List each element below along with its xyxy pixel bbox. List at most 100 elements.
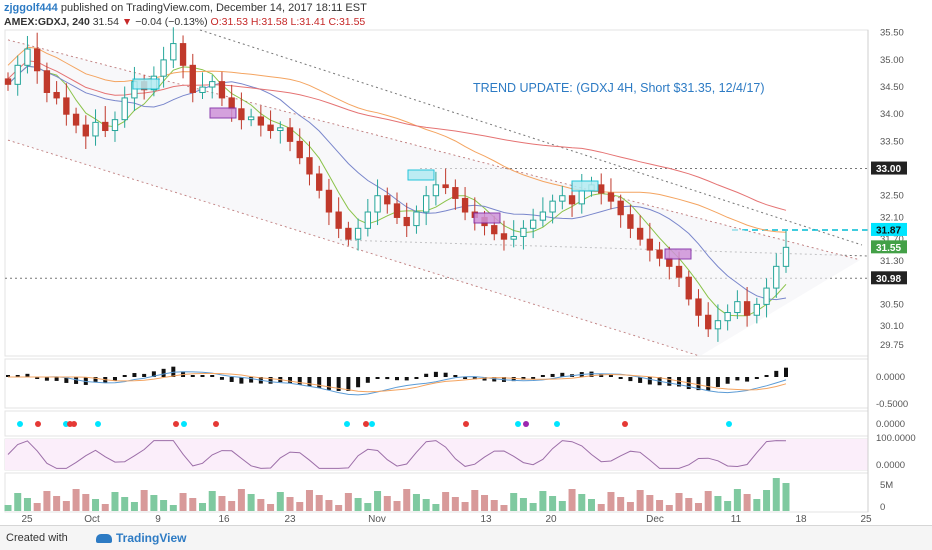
chart-header: zjggolf444 published on TradingView.com,…: [0, 0, 932, 30]
time-tick-label: 25: [21, 514, 33, 525]
macd-bar: [550, 373, 555, 377]
price-chart[interactable]: TREND UPDATE: (GDXJ 4H, Short $31.35, 12…: [0, 0, 932, 525]
macd-bar: [356, 377, 361, 388]
volume-bar-down: [267, 504, 275, 511]
macd-bar: [249, 377, 254, 383]
volume-bar-down: [335, 505, 343, 511]
cyan-signal-dot: [369, 421, 375, 427]
price-tick-label: 33.50: [880, 136, 904, 147]
red-signal-dot: [71, 421, 77, 427]
volume-bar-up: [558, 501, 566, 511]
volume-bar-down: [325, 500, 333, 511]
cyan-signal-dot: [554, 421, 560, 427]
macd-bar: [288, 377, 293, 384]
macd-bar: [307, 377, 312, 387]
volume-bar-down: [257, 499, 265, 511]
time-tick-label: 23: [284, 514, 296, 525]
volume-bar-up: [247, 494, 255, 511]
candle-down: [384, 195, 391, 205]
price-marker: [871, 271, 907, 285]
candle-down: [568, 195, 576, 205]
macd-bar: [628, 377, 633, 382]
candle-down: [218, 81, 226, 99]
tradingview-brand[interactable]: TradingView: [96, 531, 186, 545]
macd-bar: [531, 377, 536, 379]
candle-up: [753, 303, 760, 316]
candle-down: [403, 216, 410, 227]
volume-bar-down: [72, 489, 80, 511]
macd-bar: [589, 371, 594, 377]
macd-bar: [83, 377, 88, 385]
time-tick-label: 20: [545, 514, 557, 525]
author-name[interactable]: zjggolf444: [4, 2, 58, 14]
candle-down: [102, 121, 109, 132]
cyan-signal-dot: [95, 421, 101, 427]
volume-bar-down: [568, 489, 576, 511]
candle-down: [607, 192, 615, 202]
volume-bar-down: [442, 492, 450, 511]
macd-bar: [142, 373, 147, 377]
candle-down: [393, 203, 401, 218]
purple-signal-box: [209, 107, 237, 119]
price-tick-label: 34.00: [880, 109, 904, 120]
macd-signal-line: [8, 373, 787, 393]
down-arrow-icon: ▼: [121, 16, 133, 28]
macd-bar: [521, 377, 526, 380]
macd-bar: [764, 375, 769, 377]
volume-bar-down: [403, 489, 411, 511]
time-tick-label: 11: [731, 514, 742, 525]
volume-bar-up: [422, 499, 430, 511]
pane-border: [4, 410, 869, 437]
volume-bar-down: [607, 492, 615, 511]
volume-bar-up: [510, 493, 518, 511]
cyan-signal-box: [571, 180, 599, 192]
price-marker: [871, 161, 907, 175]
macd-bar: [492, 377, 497, 382]
published-text: published on TradingView.com, December 1…: [60, 2, 367, 14]
volume-tick-label: 5M: [880, 480, 893, 491]
volume-bar-up: [753, 499, 761, 511]
candle-up: [559, 195, 566, 202]
macd-bar: [511, 377, 516, 382]
candle-down: [345, 227, 352, 240]
volume-bar-up: [733, 489, 741, 511]
volume-bar-up: [4, 505, 12, 511]
volume-bar-up: [23, 498, 31, 511]
price-tick-label: 35.00: [880, 55, 904, 66]
volume-bar-up: [763, 490, 771, 511]
symbol-name[interactable]: AMEX:GDXJ, 240: [4, 16, 90, 28]
volume-bar-up: [549, 496, 557, 511]
candle-up: [364, 211, 371, 229]
candle-up: [782, 246, 790, 267]
macd-bar: [74, 377, 79, 384]
pane-border: [4, 358, 869, 409]
candle-down: [72, 113, 80, 126]
volume-bar-down: [694, 503, 702, 511]
candle-up: [763, 287, 770, 305]
price-change: −0.04 (−0.13%): [135, 16, 208, 28]
osc-tick-label: 100.0000: [876, 433, 916, 444]
candle-down: [675, 265, 683, 278]
purple-signal-dot: [523, 421, 529, 427]
macd-bar: [608, 375, 613, 377]
candle-down: [636, 227, 644, 240]
signal-dots-pane: 0.0000: [17, 419, 905, 430]
volume-bar-down: [237, 489, 245, 511]
volume-bar-up: [121, 497, 129, 511]
macd-bar: [346, 377, 351, 391]
candle-up: [170, 43, 177, 61]
volume-bar-down: [461, 502, 469, 511]
candle-down: [442, 184, 449, 189]
candle-up: [734, 301, 741, 314]
macd-bar: [424, 373, 429, 377]
price-marker: [871, 240, 907, 254]
macd-bar: [151, 371, 156, 377]
candle-up: [423, 195, 430, 213]
volume-bar-down: [218, 496, 226, 511]
volume-bar-down: [43, 491, 51, 511]
time-tick-label: 16: [218, 514, 230, 525]
macd-bar: [200, 375, 205, 377]
candle-up: [510, 235, 517, 240]
macd-bar: [336, 377, 341, 391]
brand-label: TradingView: [116, 531, 187, 545]
